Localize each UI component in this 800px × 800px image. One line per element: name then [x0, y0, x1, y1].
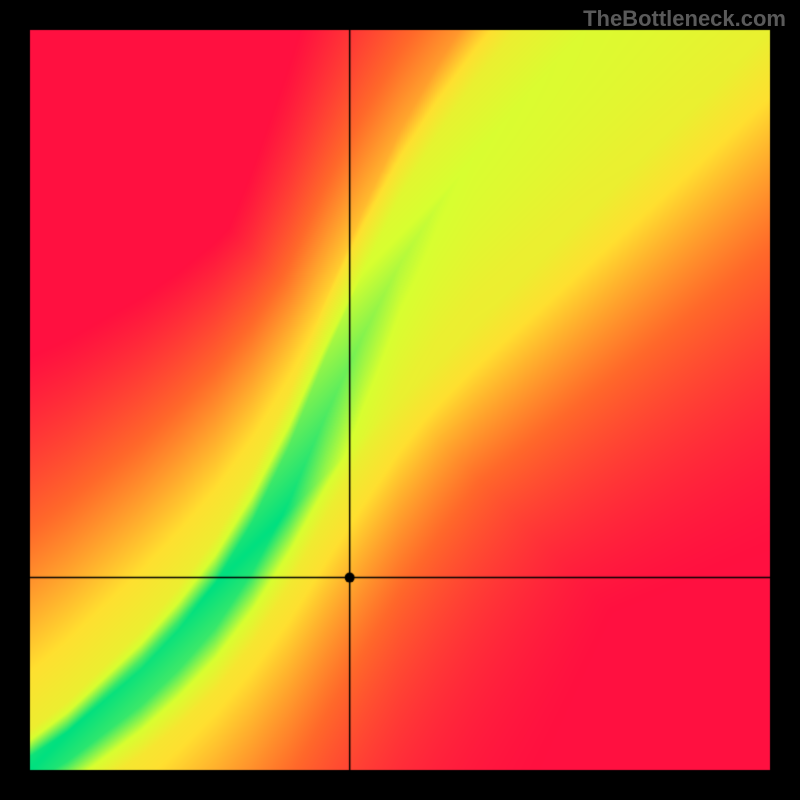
bottleneck-heatmap: [0, 0, 800, 800]
watermark-text: TheBottleneck.com: [583, 6, 786, 32]
